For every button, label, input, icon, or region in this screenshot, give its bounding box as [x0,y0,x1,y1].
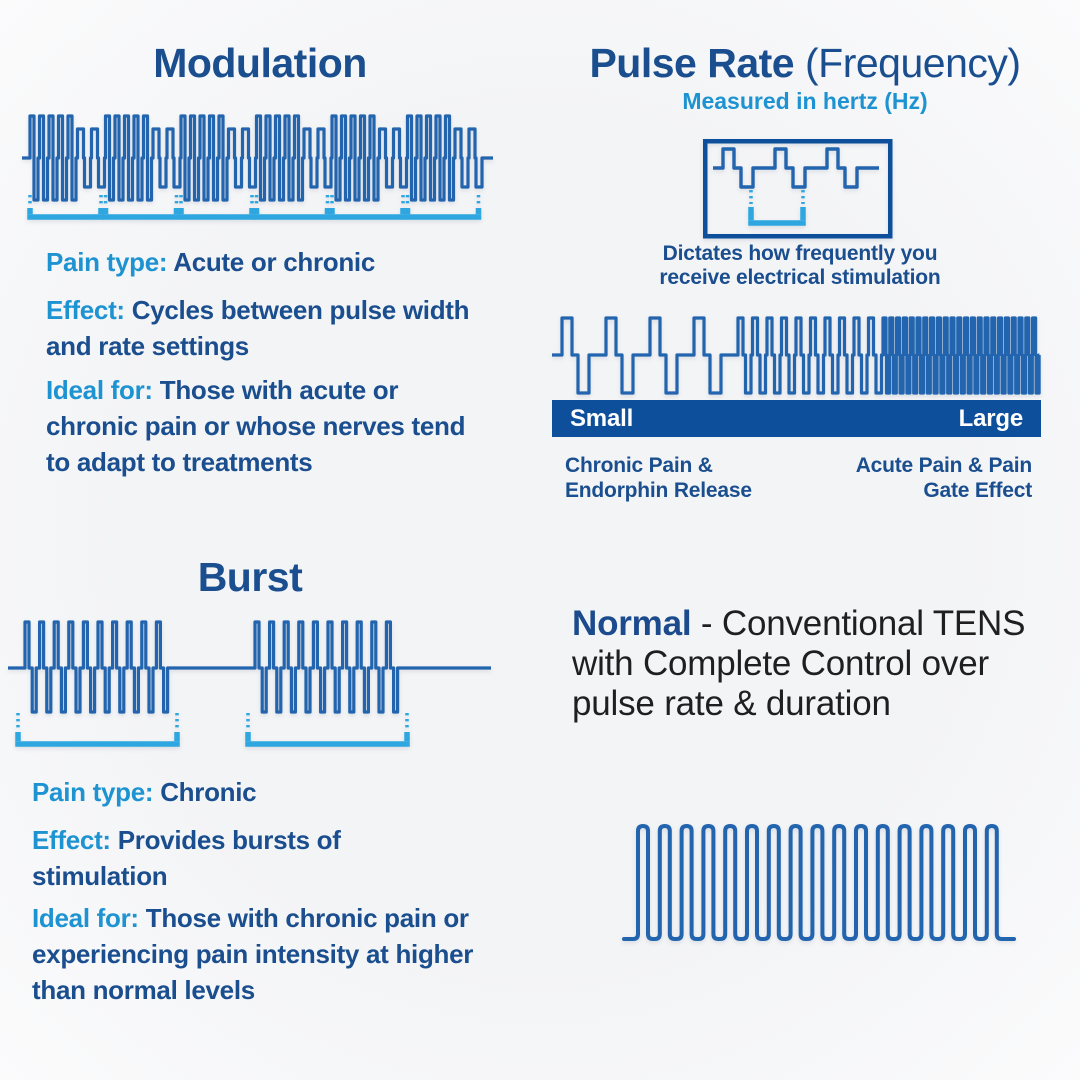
ideal-for-value: Those with chronic pain or experiencing … [32,903,474,1005]
ideal-for-label: Ideal for: [32,903,139,933]
modulation-ideal-for: Ideal for: Those with acute or chronic p… [46,372,496,480]
modulation-waveform [22,114,493,220]
effect-value: Cycles between pulse width and rate sett… [46,295,470,361]
high-frequency-note: Acute Pain & Pain Gate Effect [855,454,1033,502]
effect-label: Effect: [46,295,125,325]
modulation-pain-type: Pain type: Acute or chronic [46,244,506,280]
modulation-effect: Effect: Cycles between pulse width and r… [46,292,476,364]
pulse-rate-subtitle: Measured in hertz (Hz) [682,88,928,114]
burst-ideal-for: Ideal for: Those with chronic pain or ex… [32,900,492,1008]
effect-label: Effect: [32,825,111,855]
ideal-for-label: Ideal for: [46,375,153,405]
pain-type-label: Pain type: [46,247,168,277]
pain-type-value: Acute or chronic [173,247,376,277]
modulation-title: Modulation [153,40,367,86]
burst-effect: Effect: Provides bursts of stimulation [32,822,432,894]
low-frequency-note: Chronic Pain & Endorphin Release [565,454,752,502]
burst-title: Burst [197,554,303,600]
effect-value: Provides bursts of stimulation [32,825,341,891]
pulse-rate-title: Pulse Rate (Frequency) [555,40,1055,87]
normal-description-text: - Conventional TENS with Complete Contro… [572,604,1026,723]
burst-pain-type: Pain type: Chronic [32,774,492,810]
scale-small-label: Small [570,404,634,432]
pulse-rate-title-qualifier: (Frequency) [805,40,1021,86]
ideal-for-value: Those with acute or chronic pain or whos… [46,375,466,477]
pulse-rate-box-waveform [703,139,893,239]
normal-title: Normal [572,604,692,643]
pulse-rate-caption: Dictates how frequently you receive elec… [659,242,941,289]
frequency-scale-bar: Small Large [552,400,1041,437]
normal-waveform [622,824,1016,941]
scale-large-label: Large [958,404,1024,432]
pain-type-label: Pain type: [32,777,154,807]
normal-description: Normal - Conventional TENS with Complete… [572,604,1072,724]
pulse-rate-title-main: Pulse Rate [589,40,795,86]
frequency-sweep-waveform [552,316,1041,395]
pain-type-value: Chronic [160,777,257,807]
burst-waveform [8,620,491,747]
